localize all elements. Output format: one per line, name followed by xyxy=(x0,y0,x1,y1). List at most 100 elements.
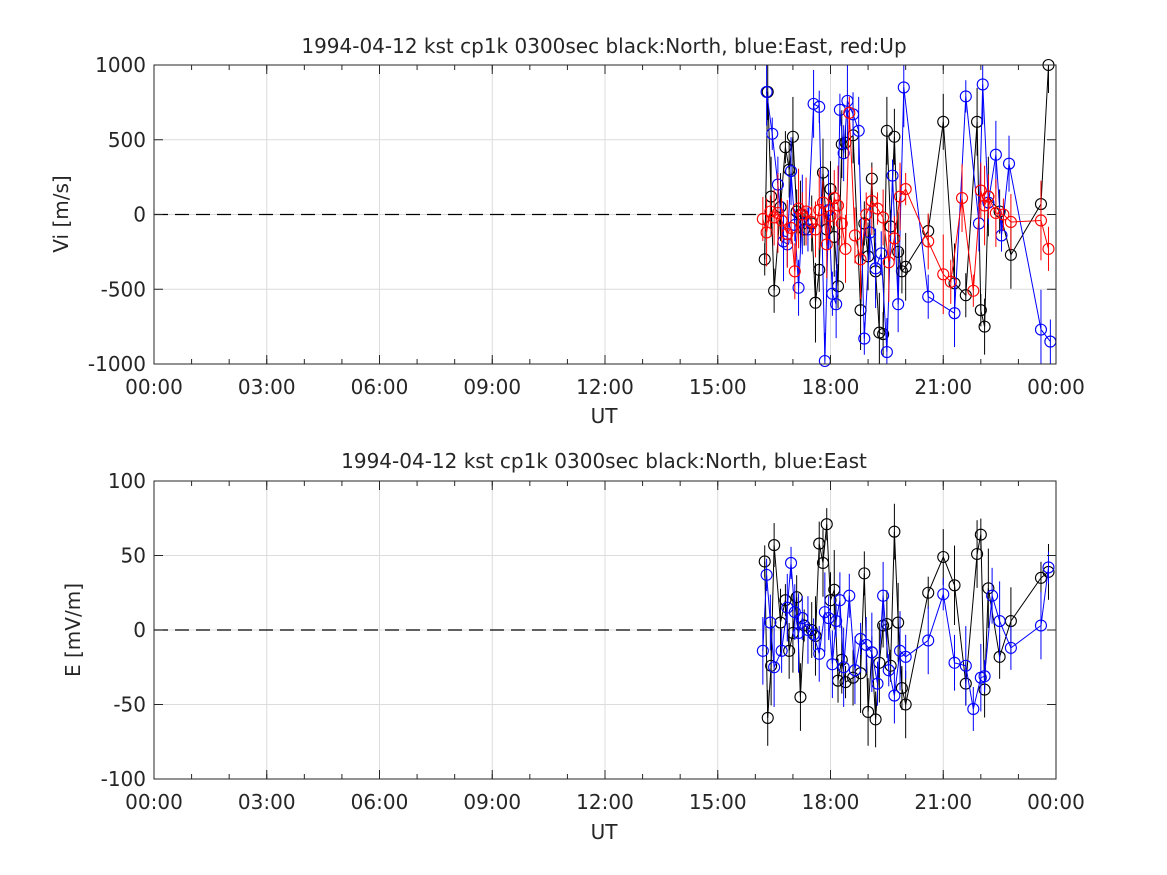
data-point xyxy=(768,539,781,552)
data-point xyxy=(822,612,835,625)
data-point xyxy=(779,594,792,607)
data-point xyxy=(774,616,787,629)
y-tick-label: 100 xyxy=(108,469,146,493)
data-point xyxy=(846,671,860,684)
data-point xyxy=(831,199,845,212)
data-point xyxy=(796,612,809,625)
data-point xyxy=(967,284,980,297)
data-point xyxy=(858,332,871,345)
data-point xyxy=(976,78,989,91)
data-point xyxy=(837,661,850,674)
data-point xyxy=(830,615,843,628)
data-point xyxy=(1034,619,1048,632)
data-point xyxy=(771,206,784,220)
data-point xyxy=(948,579,961,592)
data-point xyxy=(997,208,1010,221)
data-point xyxy=(1004,641,1017,654)
data-point xyxy=(775,214,788,227)
data-point xyxy=(974,184,987,197)
data-point xyxy=(807,628,820,641)
data-point xyxy=(800,205,813,218)
series-line xyxy=(764,64,1049,335)
data-point xyxy=(805,215,818,229)
data-point xyxy=(974,304,987,317)
data-point xyxy=(796,208,809,221)
data-point xyxy=(768,284,781,297)
data-point xyxy=(768,211,781,224)
data-point xyxy=(974,528,987,541)
data-point xyxy=(818,606,831,619)
data-point xyxy=(788,218,801,232)
data-point xyxy=(813,203,826,217)
x-tick-label: 00:00 xyxy=(125,790,183,814)
data-point xyxy=(922,290,935,303)
data-point xyxy=(880,124,893,137)
x-tick-label: 18:00 xyxy=(802,790,860,814)
data-point xyxy=(1002,157,1016,170)
data-point xyxy=(869,713,882,726)
data-point xyxy=(768,661,781,674)
data-point xyxy=(788,265,801,278)
data-point xyxy=(955,192,969,205)
series-line xyxy=(766,84,1051,362)
data-point xyxy=(986,589,999,602)
data-point xyxy=(1004,215,1017,229)
data-point xyxy=(758,253,771,266)
data-point xyxy=(860,208,873,221)
data-point xyxy=(760,226,773,239)
data-point xyxy=(948,656,961,669)
data-point xyxy=(877,328,890,341)
data-point xyxy=(761,711,774,724)
x-tick-label: 21:00 xyxy=(914,375,972,399)
efield-series xyxy=(756,503,1055,748)
data-point xyxy=(835,217,848,230)
data-point xyxy=(937,115,950,128)
data-point xyxy=(783,644,796,657)
x-tick-label: 15:00 xyxy=(689,375,747,399)
data-point xyxy=(982,582,995,595)
data-point xyxy=(888,689,901,702)
data-point xyxy=(839,242,852,255)
data-point xyxy=(756,644,769,657)
data-point xyxy=(830,298,843,311)
efield-axes-box xyxy=(153,480,1057,780)
y-tick-label: -100 xyxy=(101,767,146,791)
data-point xyxy=(839,676,852,689)
data-point xyxy=(869,262,882,275)
data-point xyxy=(816,196,830,209)
data-point xyxy=(807,97,820,110)
data-point xyxy=(760,85,773,98)
data-point xyxy=(794,690,807,704)
data-point xyxy=(781,601,794,614)
data-point xyxy=(959,289,972,302)
efield-x-tick-labels: 00:00 03:00 06:00 09:00 12:00 15:00 18:00 21:00… xyxy=(125,790,1085,814)
data-point xyxy=(809,223,822,236)
data-point xyxy=(882,664,895,677)
x-tick-label: 03:00 xyxy=(238,790,296,814)
y-tick-label: -500 xyxy=(101,277,146,301)
data-point xyxy=(784,165,798,178)
velocity-x-tick-labels: 00:00 03:00 06:00 09:00 12:00 15:00 18:00 21:00… xyxy=(125,375,1085,399)
efield-panel: 1994-04-12 kst cp1k 0300sec black:North,… xyxy=(61,449,1085,844)
data-point xyxy=(784,556,798,570)
data-point xyxy=(820,518,833,531)
y-tick-label: 500 xyxy=(108,128,146,152)
data-point xyxy=(766,127,779,140)
data-point xyxy=(765,190,778,203)
velocity-series xyxy=(756,58,1057,368)
y-tick-label: 0 xyxy=(133,203,146,227)
x-tick-label: 03:00 xyxy=(238,375,296,399)
data-point xyxy=(826,658,839,671)
data-point xyxy=(993,615,1006,628)
data-point xyxy=(865,646,878,659)
velocity-y-axis-label: Vi [m/s] xyxy=(49,175,73,252)
efield-y-axis-label: E [mV/m] xyxy=(61,583,85,677)
data-point xyxy=(1034,323,1048,336)
data-point xyxy=(841,94,854,107)
x-tick-label: 00:00 xyxy=(1027,375,1085,399)
velocity-x-axis-label: UT xyxy=(591,404,619,428)
x-tick-label: 12:00 xyxy=(576,790,634,814)
data-point xyxy=(886,169,899,182)
velocity-chart-title: 1994-04-12 kst cp1k 0300sec black:North,… xyxy=(301,34,906,58)
